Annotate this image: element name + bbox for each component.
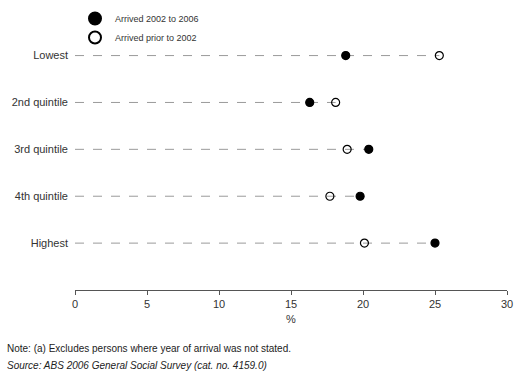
svg-text:Note: (a) Excludes persons whe: Note: (a) Excludes persons where year of… <box>7 343 291 354</box>
svg-text:20: 20 <box>357 298 369 310</box>
svg-text:5: 5 <box>144 298 150 310</box>
svg-text:30: 30 <box>501 298 513 310</box>
svg-text:Lowest: Lowest <box>33 49 68 61</box>
svg-text:0: 0 <box>72 298 78 310</box>
svg-text:Highest: Highest <box>31 237 68 249</box>
svg-text:15: 15 <box>285 298 297 310</box>
svg-text:Arrived 2002 to 2006: Arrived 2002 to 2006 <box>115 14 199 24</box>
svg-text:Arrived prior to 2002: Arrived prior to 2002 <box>115 33 197 43</box>
svg-text:%: % <box>286 313 296 325</box>
svg-text:25: 25 <box>429 298 441 310</box>
svg-text:4th quintile: 4th quintile <box>15 190 68 202</box>
svg-text:10: 10 <box>213 298 225 310</box>
svg-text:Source: ABS 2006 General Socia: Source: ABS 2006 General Social Survey (… <box>7 360 267 371</box>
svg-text:3rd quintile: 3rd quintile <box>14 143 68 155</box>
svg-text:2nd quintile: 2nd quintile <box>12 96 68 108</box>
